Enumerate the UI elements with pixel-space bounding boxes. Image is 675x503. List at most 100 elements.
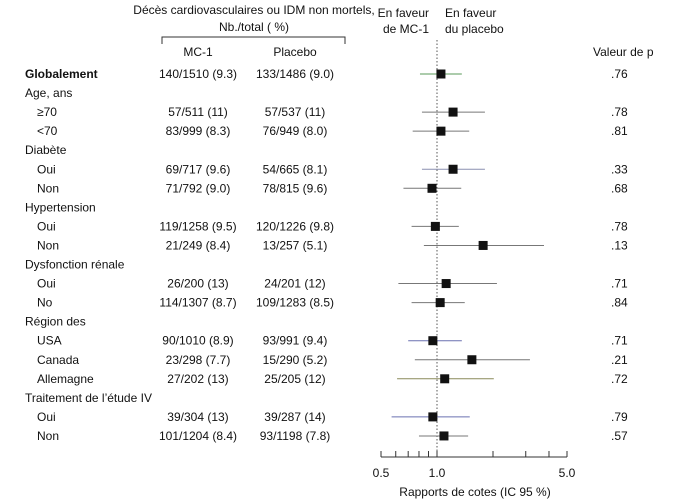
row-label: <70 — [37, 124, 58, 138]
forest-row: Non 101/1204 (8.4) 93/1198 (7.8) .57 — [37, 429, 628, 443]
p-value: .21 — [611, 353, 628, 367]
odds-ratio-marker — [428, 336, 438, 346]
row-label: Non — [37, 429, 59, 443]
placebo-value: 120/1226 (9.8) — [256, 219, 334, 233]
subgroup-header: Hypertension — [25, 200, 96, 214]
placebo-value: 25/205 (12) — [264, 372, 325, 386]
placebo-value: 15/290 (5.2) — [263, 353, 328, 367]
p-value: .78 — [611, 105, 628, 119]
subgroup-header: Age, ans — [25, 86, 72, 100]
placebo-value: 13/257 (5.1) — [263, 238, 328, 252]
x-tick-label: 5.0 — [559, 466, 576, 480]
p-value: .57 — [611, 429, 628, 443]
forest-row: No 114/1307 (8.7) 109/1283 (8.5) .84 — [37, 296, 628, 310]
placebo-value: 93/1198 (7.8) — [260, 429, 331, 443]
mc1-value: 27/202 (13) — [167, 372, 228, 386]
favors-mc1-line1: En faveur — [378, 6, 429, 20]
mc1-value: 23/298 (7.7) — [166, 353, 231, 367]
forest-row: USA 90/1010 (8.9) 93/991 (9.4) .71 — [37, 334, 628, 348]
placebo-value: 133/1486 (9.0) — [256, 67, 334, 81]
outcome-title-line1: Décès cardiovasculaires ou IDM non morte… — [133, 3, 374, 17]
mc1-value: 57/511 (11) — [168, 105, 228, 119]
mc1-value: 101/1204 (8.4) — [159, 429, 237, 443]
forest-row: Canada 23/298 (7.7) 15/290 (5.2) .21 — [37, 353, 628, 367]
subgroup-header: Région des — [25, 315, 86, 329]
mc1-value: 140/1510 (9.3) — [159, 67, 237, 81]
row-label: Age, ans — [25, 86, 72, 100]
forest-row: Oui 119/1258 (9.5) 120/1226 (9.8) .78 — [37, 219, 628, 233]
row-label: No — [37, 296, 53, 310]
odds-ratio-marker — [436, 69, 446, 79]
odds-ratio-marker — [439, 431, 449, 441]
placebo-value: 39/287 (14) — [264, 410, 325, 424]
odds-ratio-marker — [441, 279, 451, 289]
forest-row: Non 21/249 (8.4) 13/257 (5.1) .13 — [37, 238, 628, 252]
row-label: Oui — [37, 410, 56, 424]
favors-placebo-line1: En faveur — [445, 6, 496, 20]
forest-row: Allemagne 27/202 (13) 25/205 (12) .72 — [37, 372, 628, 386]
x-tick-label: 1.0 — [429, 466, 446, 480]
placebo-value: 54/665 (8.1) — [263, 162, 328, 176]
placebo-value: 76/949 (8.0) — [263, 124, 328, 138]
column-header-placebo: Placebo — [273, 45, 317, 59]
pvalue-header: Valeur de p — [593, 45, 654, 59]
forest-row: <70 83/999 (8.3) 76/949 (8.0) .81 — [37, 124, 628, 138]
p-value: .71 — [611, 334, 628, 348]
odds-ratio-marker — [478, 240, 488, 250]
placebo-value: 24/201 (12) — [264, 277, 325, 291]
forest-row: Oui 39/304 (13) 39/287 (14) .79 — [37, 410, 628, 424]
row-label: Oui — [37, 277, 56, 291]
row-label: Non — [37, 238, 59, 252]
mc1-value: 114/1307 (8.7) — [159, 296, 236, 310]
subgroup-header: Diabète — [25, 143, 67, 157]
forest-row: Oui 69/717 (9.6) 54/665 (8.1) .33 — [37, 162, 628, 176]
odds-ratio-marker — [428, 412, 438, 422]
forest-row: Non 71/792 (9.0) 78/815 (9.6) .68 — [37, 181, 628, 195]
row-label: Diabète — [25, 143, 67, 157]
row-label: Globalement — [25, 67, 98, 81]
column-header-mc1: MC-1 — [183, 45, 213, 59]
p-value: .68 — [611, 181, 628, 195]
odds-ratio-marker — [436, 126, 446, 136]
favors-placebo-line2: du placebo — [445, 22, 504, 36]
column-bracket — [161, 36, 346, 44]
row-label: Traitement de l’étude IV — [25, 391, 152, 405]
row-label: ≥70 — [37, 105, 57, 119]
p-value: .33 — [611, 162, 628, 176]
placebo-value: 57/537 (11) — [265, 105, 326, 119]
odds-ratio-marker — [448, 107, 458, 117]
row-label: Dysfonction rénale — [25, 258, 125, 272]
mc1-value: 39/304 (13) — [167, 410, 228, 424]
p-value: .76 — [611, 67, 628, 81]
mc1-value: 69/717 (9.6) — [166, 162, 231, 176]
p-value: .84 — [611, 296, 628, 310]
odds-ratio-marker — [448, 164, 458, 174]
row-label: Non — [37, 181, 59, 195]
p-value: .72 — [611, 372, 628, 386]
p-value: .13 — [611, 238, 628, 252]
p-value: .79 — [611, 410, 628, 424]
placebo-value: 78/815 (9.6) — [263, 181, 328, 195]
favors-mc1-line2: de MC-1 — [383, 22, 429, 36]
odds-ratio-marker — [440, 374, 450, 384]
forest-row: Globalement 140/1510 (9.3) 133/1486 (9.0).… — [25, 67, 628, 81]
placebo-value: 109/1283 (8.5) — [256, 296, 334, 310]
row-label: Oui — [37, 162, 56, 176]
forest-row: Oui 26/200 (13) 24/201 (12) .71 — [37, 277, 628, 291]
placebo-value: 93/991 (9.4) — [263, 334, 328, 348]
mc1-value: 71/792 (9.0) — [166, 181, 231, 195]
row-label: Oui — [37, 219, 56, 233]
mc1-value: 119/1258 (9.5) — [159, 219, 236, 233]
subgroup-header: Dysfonction rénale — [25, 258, 125, 272]
row-label: Canada — [37, 353, 79, 367]
odds-ratio-marker — [427, 183, 437, 193]
row-label: Allemagne — [37, 372, 94, 386]
outcome-title-line2: Nb./total ( %) — [219, 20, 289, 34]
row-label: USA — [37, 334, 62, 348]
mc1-value: 26/200 (13) — [167, 277, 228, 291]
odds-ratio-marker — [435, 298, 445, 308]
odds-ratio-marker — [467, 355, 477, 365]
mc1-value: 83/999 (8.3) — [166, 124, 231, 138]
odds-ratio-marker — [430, 221, 440, 231]
